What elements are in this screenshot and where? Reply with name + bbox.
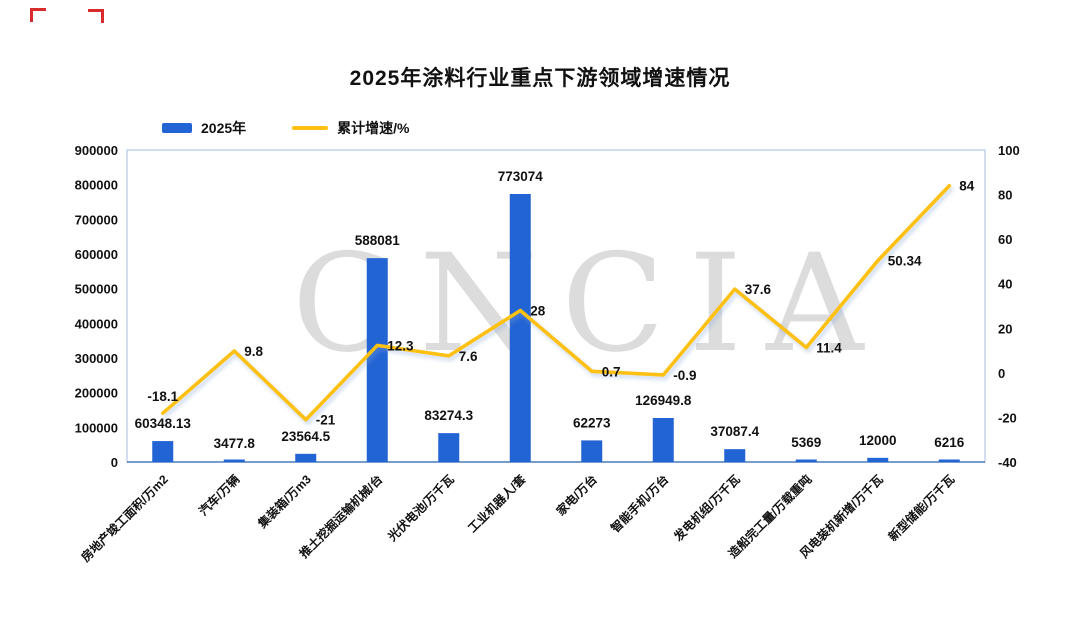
line-value-label: -18.1 [147, 389, 178, 404]
bar-value-label: 3477.8 [214, 436, 256, 451]
bar [581, 440, 603, 462]
bar [223, 459, 245, 462]
bar-value-label: 6216 [934, 435, 965, 450]
legend-label-line: 累计增速/% [337, 120, 410, 136]
bar-value-label: 588081 [355, 233, 401, 248]
crop-mark-icon [30, 8, 46, 22]
bar [795, 459, 817, 462]
bar-value-label: 62273 [573, 415, 611, 430]
chart-legend: 2025年 累计增速/% [162, 118, 410, 138]
x-category-label: 发电机组/万千瓦 [670, 472, 743, 545]
right-axis-tick: 80 [998, 188, 1012, 203]
x-category-label: 房地产竣工面积/万m2 [78, 471, 171, 564]
bar-value-label: 773074 [498, 169, 544, 184]
right-axis-tick: 40 [998, 277, 1012, 292]
plot-border [126, 149, 986, 463]
x-category-label: 集装箱/万m3 [254, 471, 314, 531]
x-category-label: 工业机器人/套 [464, 471, 529, 536]
line-value-label: 84 [959, 179, 975, 194]
line-value-label: 28 [530, 303, 546, 318]
right-axis-tick: 100 [998, 143, 1020, 158]
trend-line [161, 183, 952, 422]
line-value-label: 7.6 [459, 349, 478, 364]
line-value-label: 9.8 [244, 344, 263, 359]
right-axis-tick: 0 [998, 366, 1005, 381]
legend-item-bars: 2025年 [162, 118, 246, 138]
right-axis-tick: -20 [998, 410, 1017, 425]
line-value-label: 37.6 [745, 282, 772, 297]
bar-value-label: 83274.3 [424, 408, 473, 423]
x-category-label: 新型储能/万千瓦 [885, 472, 957, 544]
bar [295, 453, 317, 462]
bar-swatch-icon [162, 123, 192, 133]
x-category-label: 智能手机/万台 [607, 472, 672, 537]
bar-value-label: 60348.13 [135, 416, 192, 431]
bar-value-label: 126949.8 [635, 393, 692, 408]
bar [366, 258, 388, 462]
bar [509, 194, 531, 462]
bar [867, 457, 889, 462]
left-axis-tick: 100000 [75, 420, 118, 435]
bar-value-label: 12000 [859, 433, 897, 448]
x-category-label: 家电/万台 [553, 472, 600, 519]
right-axis-tick: 20 [998, 321, 1012, 336]
bar-value-label: 5369 [791, 435, 821, 450]
bar [152, 441, 174, 462]
x-category-label: 汽车/万辆 [195, 472, 242, 519]
line-value-label: -0.9 [673, 368, 696, 383]
bar-value-label: 23564.5 [281, 429, 330, 444]
right-axis-tick: -40 [998, 455, 1017, 470]
line-swatch-icon [292, 126, 329, 130]
chart-title: 2025年涂料行业重点下游领域增速情况 [349, 67, 731, 90]
left-axis-tick: 200000 [75, 386, 118, 401]
bar [724, 449, 746, 462]
legend-label-bars: 2025年 [201, 120, 247, 136]
line-value-label: 11.4 [816, 340, 842, 355]
left-axis-tick: 600000 [75, 247, 118, 262]
bar [938, 459, 960, 462]
left-axis-tick: 700000 [75, 212, 118, 227]
left-axis-tick: 0 [111, 455, 118, 470]
right-axis-tick: 60 [998, 232, 1012, 247]
left-axis-tick: 500000 [75, 282, 118, 297]
legend-item-line: 累计增速/% [292, 118, 410, 138]
line-value-label: 0.7 [602, 364, 621, 379]
crop-mark-icon [88, 9, 104, 23]
line-value-label: -21 [316, 413, 336, 428]
bar-value-label: 37087.4 [710, 424, 759, 439]
line-value-label: 50.34 [888, 254, 922, 269]
x-category-label: 光伏电池/万千瓦 [384, 472, 457, 545]
left-axis-tick: 900000 [75, 143, 118, 158]
bar [652, 417, 674, 462]
line-value-label: 12.3 [387, 338, 414, 353]
left-axis-tick: 400000 [75, 316, 118, 331]
bar [438, 433, 460, 462]
left-axis-tick: 800000 [75, 178, 118, 193]
left-axis-tick: 300000 [75, 351, 118, 366]
